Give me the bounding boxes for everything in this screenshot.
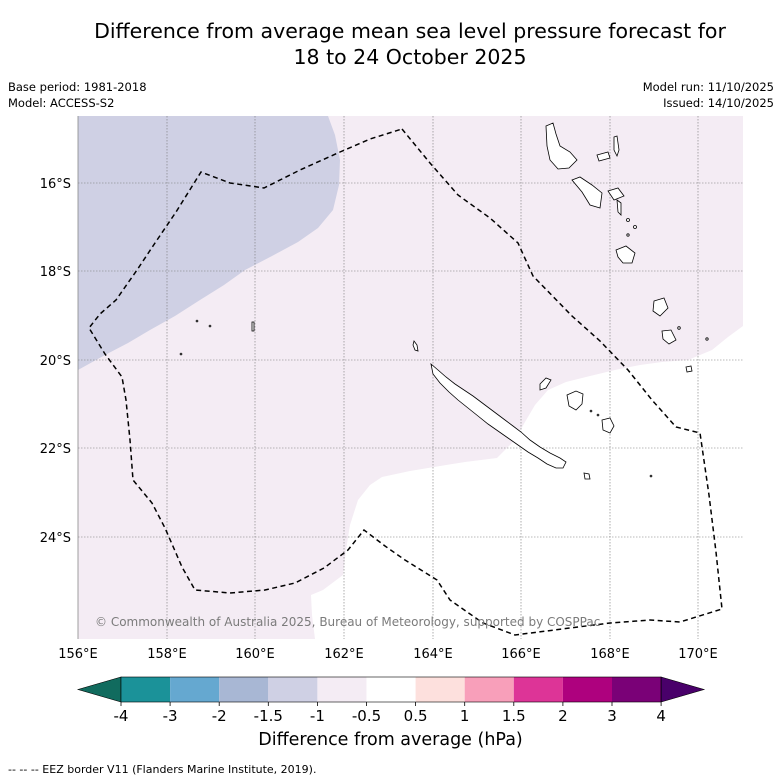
colorbar-tick-label: -1 [310,707,325,725]
new-caledonia-island [430,362,567,469]
ambae-island [596,151,611,162]
small-reef-6 [596,413,600,417]
colorbar-segment [219,677,269,702]
map-title: Difference from average mean sea level p… [0,18,781,70]
espiritu-santo-island [545,122,578,170]
ouvea-island [539,377,552,391]
colorbar-tick-label: 1 [460,707,470,725]
small-island-2 [633,225,637,229]
colorbar-tick-label: 1.5 [502,707,526,725]
lon-label-164e: 164°E [413,647,453,662]
issued-label: Issued: 14/10/2025 [663,96,774,110]
base-period-label: Base period: 1981-2018 [8,80,147,94]
coral-sea-reef-3 [208,324,212,328]
region-neutral-white [311,326,743,639]
colorbar-segment [121,677,171,702]
coral-sea-reef-1 [251,321,255,332]
lon-label-162e: 162°E [324,647,364,662]
model-run-label: Model run: 11/10/2025 [642,80,774,94]
colorbar: -4 -3 -2 -1.5 -1 -0.5 0.5 1 1.5 2 3 4 [76,676,706,725]
coral-sea-reef-2 [195,319,199,323]
eez-footnote: -- -- -- EEZ border V11 (Flanders Marine… [8,763,317,776]
colorbar-tick-label: 4 [656,707,666,725]
epi-island [607,187,625,201]
colorbar-tick-label: -3 [163,707,178,725]
colorbar-extend-high [660,676,706,703]
aneityum-island [685,365,693,373]
title-line-1: Difference from average mean sea level p… [94,19,726,43]
lat-label-16s: 16°S [40,177,71,192]
colorbar-extend-low [76,676,122,703]
colorbar-tick-label: -2 [212,707,227,725]
colorbar-frame [120,676,662,703]
coral-sea-reef-4 [179,352,183,356]
colorbar-segment [612,677,662,702]
small-island-5 [705,337,709,341]
title-line-2: 18 to 24 October 2025 [293,45,527,69]
copyright-text: © Commonwealth of Australia 2025, Bureau… [95,615,600,629]
maewo-island [613,135,620,158]
latitude-labels: 16°S 18°S 20°S 22°S 24°S [40,177,71,546]
colorbar-segment [268,677,318,702]
tanna-island [661,329,677,345]
map-area: © Commonwealth of Australia 2025, Bureau… [78,116,743,639]
colorbar-segment [562,677,612,702]
lon-label-168e: 168°E [590,647,630,662]
efate-island [615,245,636,264]
walpole-island [649,474,653,478]
colorbar-segment [464,677,514,702]
lifou-island [566,390,584,411]
belep-islands [412,340,419,352]
small-island-3 [626,233,630,237]
graticule [78,116,743,639]
colorbar-tick-label: -1.5 [254,707,283,725]
colorbar-tick-label: 2 [558,707,568,725]
lon-label-160e: 160°E [235,647,275,662]
pentecost-island [616,199,622,216]
lon-label-166e: 166°E [501,647,541,662]
lon-label-170e: 170°E [678,647,718,662]
colorbar-segment [366,677,416,702]
region-lavender-negative [78,116,340,370]
mare-island [601,417,615,434]
colorbar-tick-label: 0.5 [404,707,428,725]
eez-border [88,128,723,636]
small-island-4 [677,326,681,330]
lat-label-24s: 24°S [40,531,71,546]
colorbar-segment [170,677,220,702]
coastlines [179,122,709,480]
colorbar-segment [513,677,563,702]
base-info: Base period: 1981-2018 Model: ACCESS-S2 [8,79,147,111]
colorbar-tick-label: -0.5 [352,707,381,725]
colorbar-tick-label: -4 [114,707,129,725]
colorbar-title: Difference from average (hPa) [258,730,523,750]
lon-label-156e: 156°E [58,647,98,662]
lat-label-22s: 22°S [40,442,71,457]
colorbar-segment [415,677,465,702]
small-island-1 [626,218,630,222]
malekula-island [571,176,603,209]
lat-label-20s: 20°S [40,354,71,369]
colorbar-tick-label: 3 [607,707,617,725]
model-label: Model: ACCESS-S2 [8,96,115,110]
colorbar-segment [317,677,367,702]
isle-of-pines [583,472,591,480]
lat-label-18s: 18°S [40,265,71,280]
run-info: Model run: 11/10/2025 Issued: 14/10/2025 [643,79,774,111]
lon-label-158e: 158°E [147,647,187,662]
longitude-labels: 156°E 158°E 160°E 162°E 164°E 166°E 168°… [58,647,718,662]
small-reef-5 [589,409,593,413]
erromango-island [652,297,669,317]
